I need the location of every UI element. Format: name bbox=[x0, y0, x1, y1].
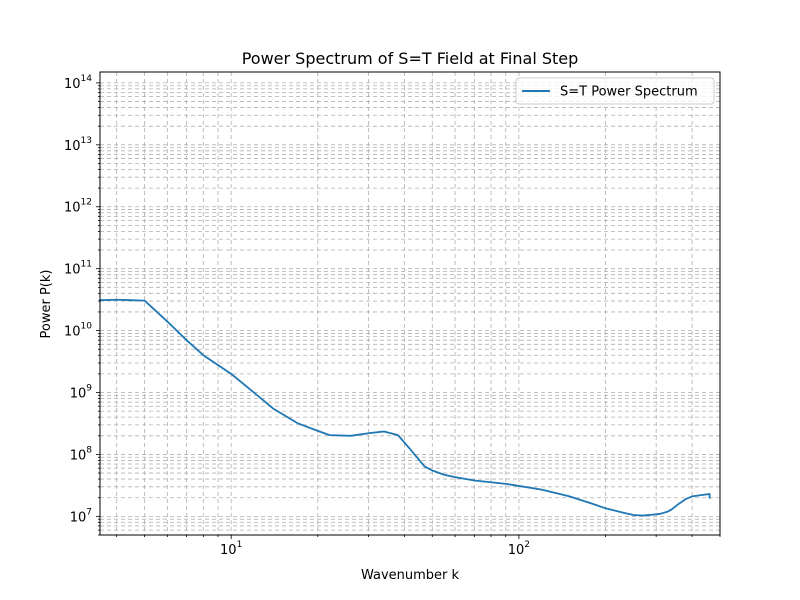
legend[interactable]: S=T Power Spectrum bbox=[515, 77, 715, 105]
y-tick-label: 1010 bbox=[64, 322, 92, 340]
y-tick-label: 107 bbox=[70, 507, 92, 525]
y-tick-label: 1014 bbox=[64, 74, 92, 92]
y-axis-label: Power P(k) bbox=[39, 270, 54, 339]
plot-frame bbox=[99, 71, 721, 536]
y-tick-label: 1012 bbox=[64, 198, 92, 216]
grid bbox=[100, 72, 721, 536]
series-line bbox=[99, 298, 711, 517]
y-tick-label: 108 bbox=[70, 445, 93, 463]
chart-title: Power Spectrum of S=T Field at Final Ste… bbox=[242, 49, 579, 68]
series-lines bbox=[99, 298, 711, 517]
legend-label: S=T Power Spectrum bbox=[560, 85, 698, 100]
x-tick-label: 102 bbox=[508, 540, 530, 558]
y-tick-label: 1011 bbox=[64, 260, 92, 278]
legend-box bbox=[515, 77, 715, 105]
y-tick-label: 1013 bbox=[64, 136, 92, 154]
y-tick-label: 109 bbox=[70, 384, 93, 402]
x-axis-label: Wavenumber k bbox=[361, 568, 460, 583]
axis-ticks: 101 102 107 108 109 1010 1011 1012 1013 1014 bbox=[64, 74, 721, 558]
x-tick-label: 101 bbox=[220, 540, 242, 558]
